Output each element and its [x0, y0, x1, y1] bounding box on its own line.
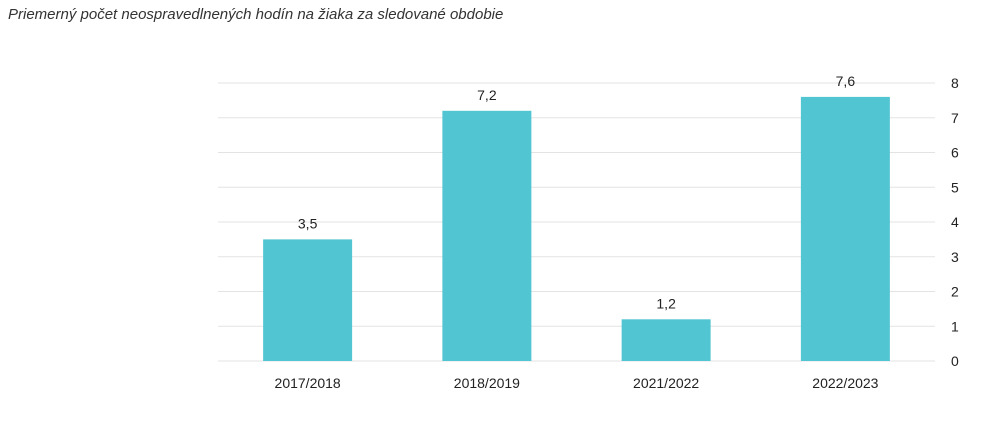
data-label: 7,2 [477, 87, 497, 103]
y-tick-label: 5 [951, 179, 959, 195]
bar [621, 319, 711, 361]
data-label: 3,5 [298, 215, 318, 231]
x-tick-label: 2021/2022 [633, 375, 699, 391]
bar [800, 96, 890, 362]
bar [263, 239, 353, 361]
y-tick-label: 3 [951, 249, 959, 265]
chart-title: Priemerný počet neospravedlnených hodín … [8, 6, 504, 23]
x-tick-label: 2022/2023 [812, 375, 878, 391]
y-tick-label: 4 [951, 214, 959, 230]
x-tick-label: 2018/2019 [454, 375, 520, 391]
y-tick-label: 7 [951, 110, 959, 126]
data-label: 7,6 [836, 73, 856, 89]
y-tick-label: 8 [951, 75, 959, 91]
y-tick-label: 1 [951, 318, 959, 334]
y-tick-label: 6 [951, 145, 959, 161]
data-label: 1,2 [656, 295, 676, 311]
y-tick-label: 2 [951, 284, 959, 300]
y-tick-label: 0 [951, 353, 959, 369]
bar [442, 110, 532, 361]
x-tick-label: 2017/2018 [275, 375, 341, 391]
